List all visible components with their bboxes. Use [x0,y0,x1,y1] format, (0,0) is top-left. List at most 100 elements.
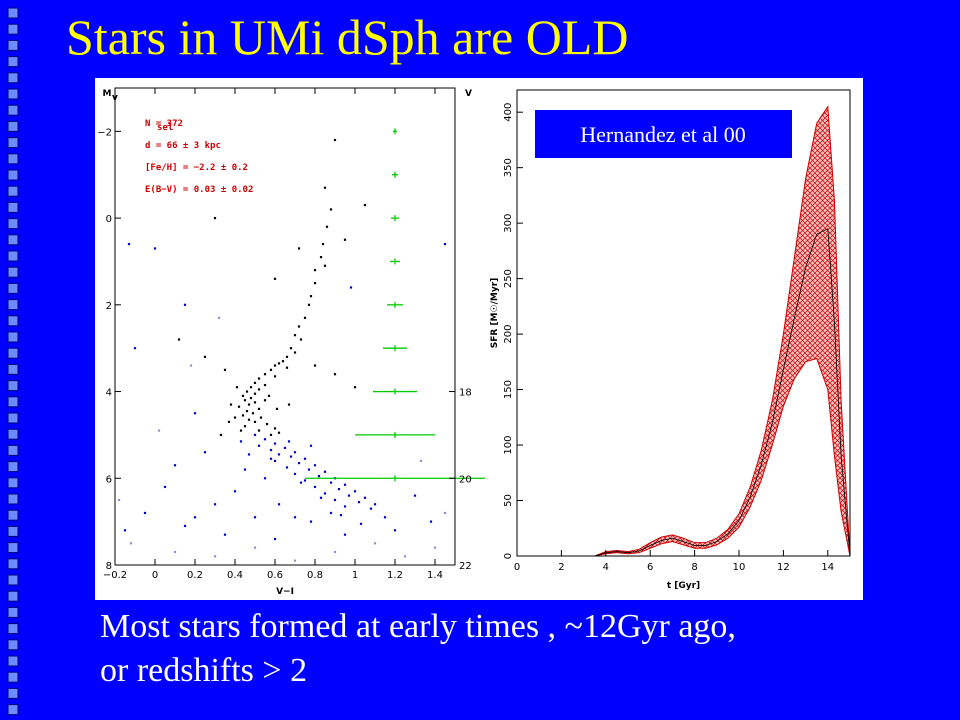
cmd-point-blue [287,440,291,443]
cmd-point-faint [129,542,133,545]
decorative-square [7,282,19,294]
sfr-x-tick-label: 8 [691,562,697,573]
cmd-point-black [273,427,277,430]
cmd-x-tick-label: 0.8 [307,570,323,581]
cmd-point-blue [223,533,227,536]
cmd-right-tick-label: 20 [459,474,472,485]
cmd-point-blue [309,520,313,523]
cmd-point-black [237,405,241,408]
cmd-point-blue [297,461,301,465]
decorative-square [7,299,19,311]
cmd-point-faint [173,550,177,554]
cmd-point-blue [273,442,277,445]
cmd-point-blue [239,440,243,443]
cmd-point-black [321,243,325,246]
decorative-square [7,606,19,618]
cmd-point-black [287,403,291,406]
cmd-point-faint [443,511,447,515]
cmd-point-blue [303,479,307,482]
cmd-annotations: N = 372 d = 66 ± 3 kpc [Fe/H] = −2.2 ± 0.2… [145,119,253,195]
cmd-point-blue [429,520,433,523]
cmd-point-black [253,381,257,384]
cmd-point-black [277,362,281,365]
cmd-point-black [241,394,245,397]
sfr-x-axis-label: t [Gyr] [667,581,700,591]
citation-box [535,110,792,158]
cmd-right-axis-label: V [465,89,472,99]
decorative-square [7,655,19,667]
cmd-point-blue [133,347,137,350]
cmd-point-black [203,355,207,358]
cmd-point-black [257,429,261,432]
cmd-y-tick-label: −2 [97,127,112,138]
decorative-square [7,250,19,262]
cmd-point-black [303,316,307,319]
cmd-point-faint [213,555,217,558]
cmd-point-blue [313,464,317,467]
cmd-point-black [281,360,285,363]
sfr-x-tick-label: 2 [558,562,564,573]
cmd-point-black [353,386,357,389]
cmd-point-black [257,377,261,380]
cmd-point-black [177,338,181,341]
decorative-square [7,623,19,635]
cmd-annotation: N = 372 [145,119,183,129]
sfr-axes: 0 2 4 6 8 10 12 14 0 50 100 150 200 250 300 350 400 t [Gy… [490,89,851,591]
cmd-point-black [325,225,329,228]
cmd-point-blue [173,464,177,467]
cmd-point-blue [363,496,367,499]
cmd-point-blue [277,503,281,506]
sfr-y-tick-label: 250 [503,269,514,288]
decorative-square [7,542,19,554]
sfr-y-tick-label: 300 [503,214,514,233]
sfr-y-tick-label: 400 [503,103,514,122]
cmd-point-faint [293,559,297,562]
decorative-square [7,39,19,51]
figure-svg: −0.200.20.40.60.811.21.4−202468182022242… [97,87,851,659]
decorative-square [7,525,19,537]
cmd-y-tick-label: 8 [106,561,112,572]
cmd-errorbars [305,128,485,482]
cmd-point-black [343,238,347,241]
decorative-square [7,590,19,602]
caption: Most stars formed at early times , ~12Gy… [100,605,940,693]
cmd-point-black [257,407,261,410]
cmd-point-blue [349,286,353,289]
cmd-point-black [323,186,327,189]
cmd-point-blue [329,511,333,515]
cmd-point-black [253,392,257,395]
cmd-point-blue [123,529,127,532]
decorative-square [7,687,19,699]
cmd-point-black [273,277,277,280]
decorative-square [7,315,19,327]
cmd-point-black [313,282,317,285]
cmd-point-blue [293,472,297,476]
sfr-y-tick-label: 50 [503,494,514,507]
cmd-point-blue [299,481,303,484]
cmd-frame [114,87,456,566]
cmd-point-blue [357,501,361,504]
decorative-square [7,218,19,230]
cmd-point-blue [183,303,187,306]
decorative-square [7,461,19,473]
sfr-x-tick-label: 6 [647,562,653,573]
cmd-point-blue [353,490,357,493]
cmd-point-black [265,422,269,426]
cmd-point-blue [163,485,167,489]
decorative-square [7,574,19,586]
sfr-frame [516,89,851,557]
figure-panel: −0.200.20.40.60.811.21.4−202468182022242… [95,78,863,659]
decorative-square [7,104,19,116]
cmd-point-black [297,247,301,250]
cmd-point-black [249,386,253,389]
cmd-point-blue [343,483,347,486]
cmd-point-black [307,303,311,306]
cmd-x-tick-label: 1.2 [387,570,403,581]
cmd-point-blue [369,507,373,510]
decorative-square [7,639,19,651]
cmd-y-tick-label: 4 [106,388,112,399]
sfr-x-tick-label: 12 [777,562,790,573]
cmd-point-black [233,416,237,419]
cmd-point-blue [273,537,277,541]
cmd-point-black [227,420,231,423]
